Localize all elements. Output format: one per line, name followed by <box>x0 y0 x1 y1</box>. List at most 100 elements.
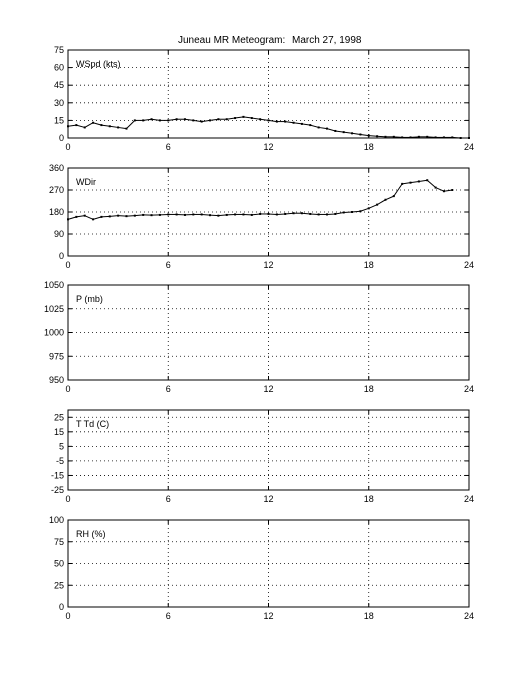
y-tick-label: 360 <box>49 163 64 173</box>
data-segment <box>385 195 395 201</box>
data-segment <box>184 118 194 121</box>
data-segment <box>109 215 119 217</box>
data-segment <box>443 189 453 192</box>
y-tick-label: 975 <box>49 351 64 361</box>
data-segment <box>293 122 302 125</box>
data-segment <box>301 212 311 215</box>
y-tick-label: 0 <box>59 251 64 261</box>
y-tick-label: -15 <box>51 470 64 480</box>
y-tick-label: 1025 <box>44 304 64 314</box>
y-tick-label: -25 <box>51 485 64 495</box>
x-tick-label: 24 <box>464 142 474 152</box>
x-tick-label: 0 <box>65 260 70 270</box>
data-segment <box>76 124 85 128</box>
y-tick-label: 15 <box>54 115 64 125</box>
data-segment <box>377 135 386 138</box>
data-segment <box>143 118 152 121</box>
data-segment <box>118 126 127 130</box>
x-tick-label: 18 <box>364 142 374 152</box>
y-tick-label: 60 <box>54 63 64 73</box>
data-segment <box>260 118 269 121</box>
data-segment <box>268 119 277 123</box>
y-tick-label: 1000 <box>44 328 64 338</box>
panel-label: RH (%) <box>76 529 106 539</box>
data-segment <box>285 212 294 215</box>
figure-date: March 27, 1998 <box>292 35 362 46</box>
data-segment <box>343 131 353 134</box>
panel-label: WDir <box>76 177 96 187</box>
x-tick-label: 12 <box>263 142 273 152</box>
data-segment <box>376 199 386 206</box>
data-segment <box>402 182 411 185</box>
y-tick-label: 25 <box>54 412 64 422</box>
panel-1: 0 15 30 45 60 75 0 6 12 18 24 WSpd (kts) <box>54 45 474 152</box>
panel-2: 0 90 180 270 360 0 6 12 18 24 WDir <box>49 163 474 270</box>
x-tick-label: 0 <box>65 384 70 394</box>
x-tick-label: 12 <box>263 384 273 394</box>
x-tick-label: 6 <box>166 611 171 621</box>
x-tick-label: 6 <box>166 384 171 394</box>
data-segment <box>134 214 144 217</box>
data-point <box>468 137 470 139</box>
y-tick-label: 15 <box>54 427 64 437</box>
x-tick-label: 24 <box>464 384 474 394</box>
data-segment <box>318 126 328 130</box>
panel-label: WSpd (kts) <box>76 59 121 69</box>
data-segment <box>393 136 403 138</box>
y-tick-label: 270 <box>49 185 64 195</box>
x-tick-label: 6 <box>166 260 171 270</box>
data-segment <box>360 133 369 137</box>
y-tick-label: 75 <box>54 537 64 547</box>
x-tick-label: 6 <box>166 494 171 504</box>
data-segment <box>427 136 436 138</box>
data-segment <box>452 136 461 139</box>
data-point <box>125 127 128 130</box>
data-segment <box>226 117 236 120</box>
x-tick-label: 24 <box>464 494 474 504</box>
x-tick-label: 0 <box>65 611 70 621</box>
data-point <box>451 189 454 191</box>
data-segment <box>351 210 361 213</box>
data-segment <box>435 187 445 192</box>
data-segment <box>368 204 378 209</box>
y-tick-label: 5 <box>59 441 64 451</box>
x-tick-label: 18 <box>364 260 374 270</box>
data-segment <box>301 123 311 126</box>
data-segment <box>360 207 369 212</box>
y-tick-label: 100 <box>49 515 64 525</box>
data-segment <box>235 116 244 119</box>
x-tick-label: 12 <box>263 611 273 621</box>
x-tick-label: 18 <box>364 384 374 394</box>
y-tick-label: 50 <box>54 559 64 569</box>
data-segment <box>92 122 102 126</box>
y-tick-label: 25 <box>54 580 64 590</box>
panel-label: P (mb) <box>76 294 103 304</box>
data-segment <box>368 135 378 137</box>
x-tick-label: 0 <box>65 142 70 152</box>
x-tick-label: 12 <box>263 494 273 504</box>
data-segment <box>310 124 319 128</box>
data-segment <box>201 213 211 216</box>
data-segment <box>84 215 94 220</box>
x-tick-label: 18 <box>364 494 374 504</box>
y-tick-label: 180 <box>49 207 64 217</box>
data-segment <box>335 211 344 215</box>
data-segment <box>351 132 361 135</box>
panel-3: 950 975 1000 1025 1050 0 6 12 18 24 P (mb) <box>44 280 474 394</box>
y-tick-label: 950 <box>49 375 64 385</box>
data-segment <box>92 216 102 220</box>
y-tick-label: 45 <box>54 80 64 90</box>
data-segment <box>410 136 419 138</box>
panel-5: 0 25 50 75 100 0 6 12 18 24 RH (%) <box>49 515 474 621</box>
y-tick-label: 0 <box>59 133 64 143</box>
data-segment <box>209 118 219 121</box>
figure-title: Juneau MR Meteogram: <box>178 35 285 46</box>
y-tick-label: 30 <box>54 98 64 108</box>
panel-4: -25 -15 -5 5 15 25 0 6 12 18 24 T Td (C) <box>51 409 474 504</box>
x-tick-label: 0 <box>65 494 70 504</box>
data-segment <box>426 179 436 188</box>
data-segment <box>67 124 77 127</box>
data-segment <box>126 120 136 129</box>
x-tick-label: 12 <box>263 260 273 270</box>
